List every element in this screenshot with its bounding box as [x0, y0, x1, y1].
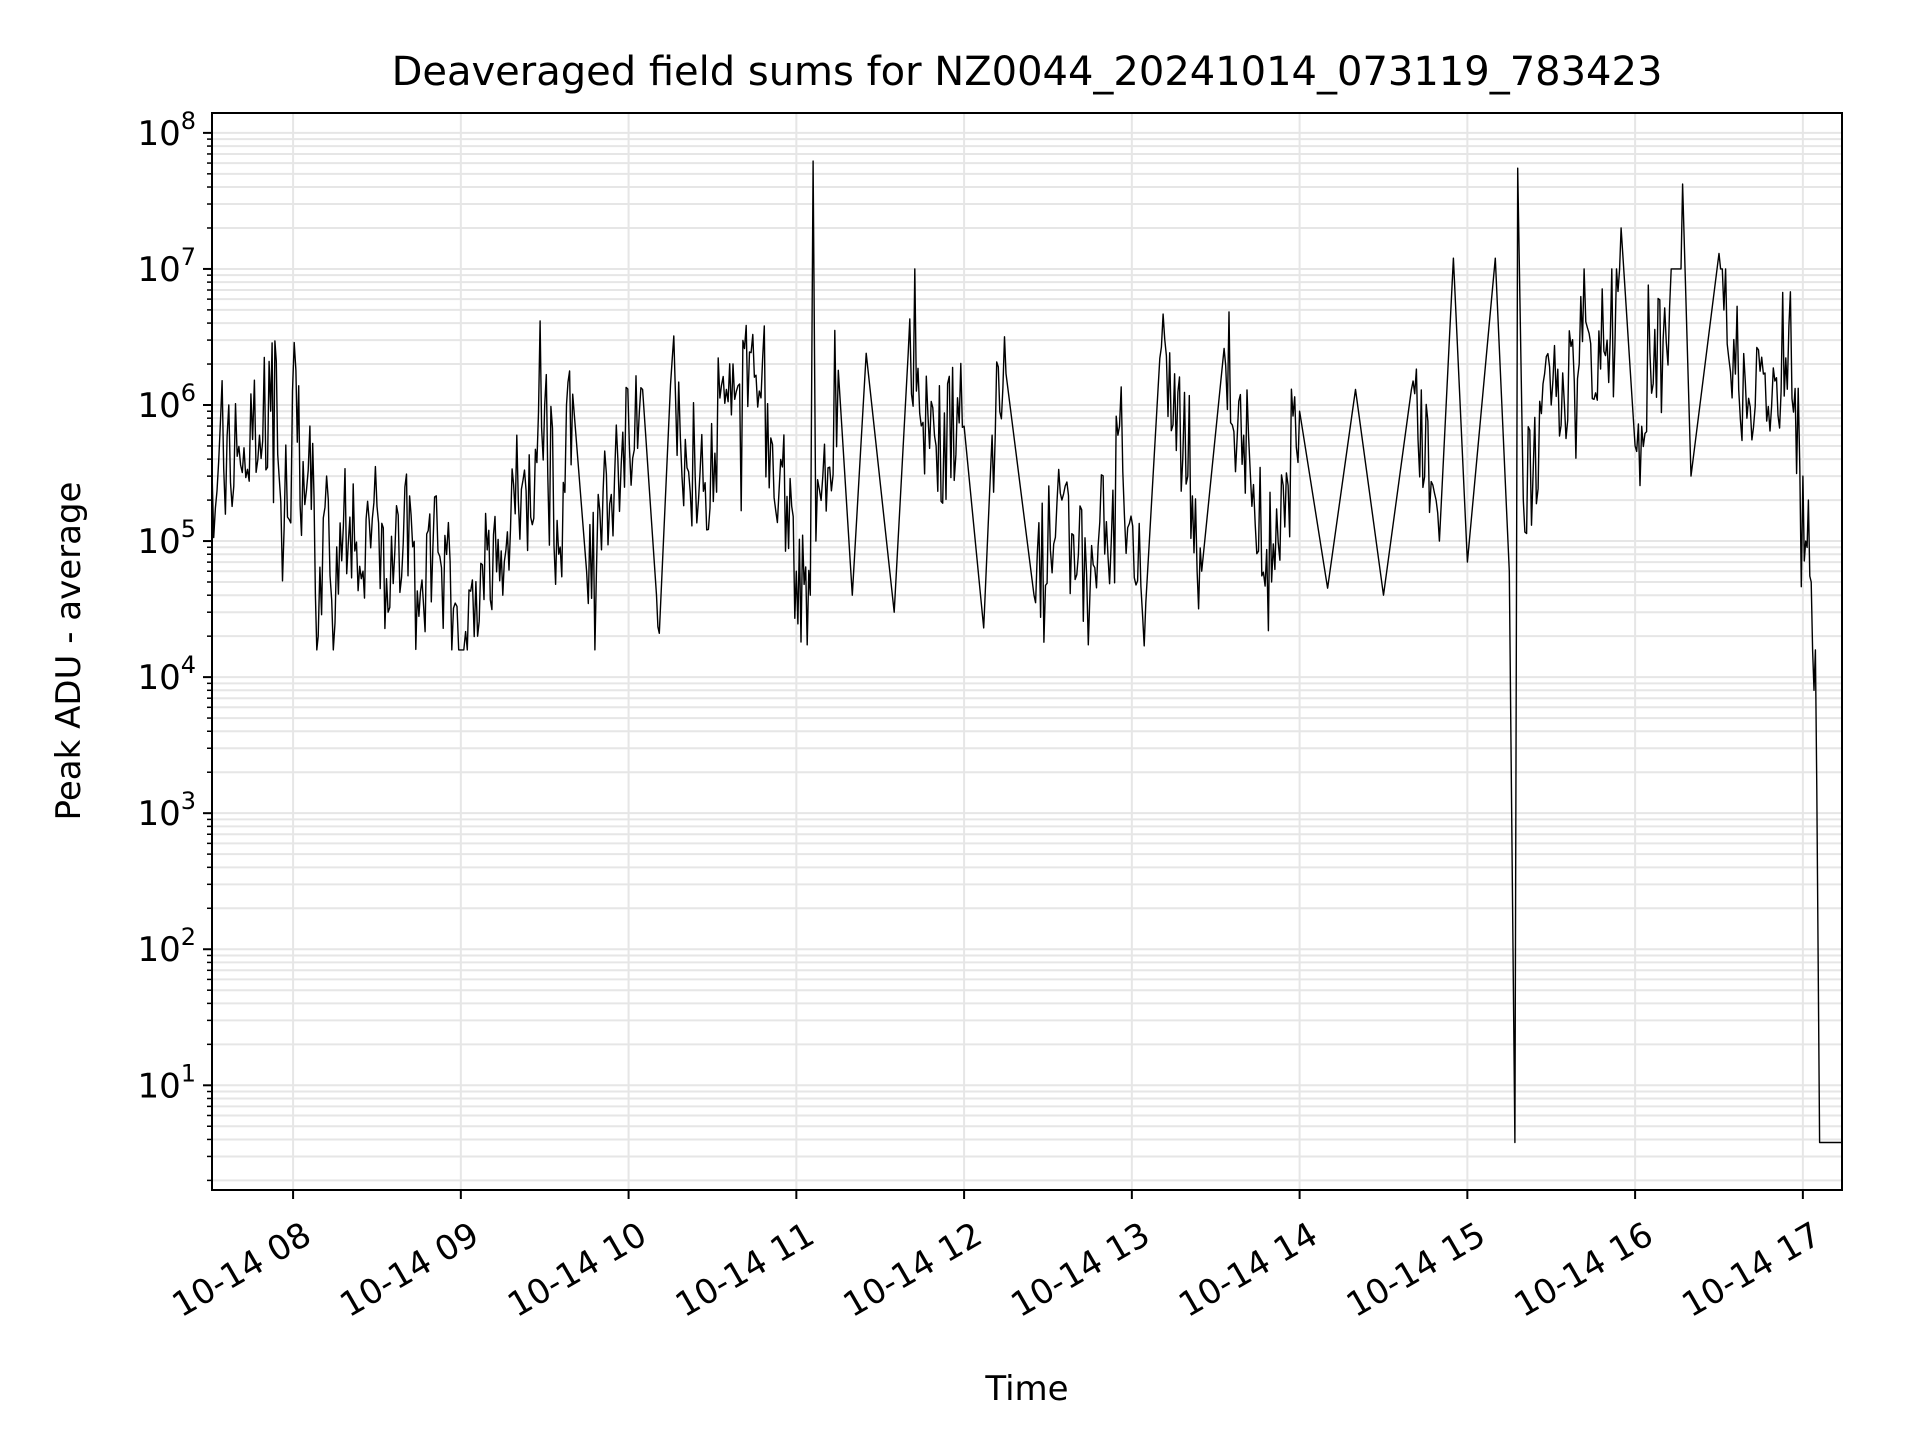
series-line — [211, 160, 1842, 1144]
y-tick-label: 101 — [137, 1059, 196, 1106]
chart-title: Deaveraged field sums for NZ0044_2024101… — [392, 49, 1663, 95]
y-tick-label: 102 — [137, 923, 196, 970]
series-layer — [211, 160, 1842, 1144]
y-tick-label: 103 — [137, 787, 196, 834]
x-axis-label: Time — [984, 1369, 1068, 1409]
y-tick-label: 105 — [137, 515, 196, 562]
y-tick-label: 106 — [137, 379, 196, 426]
plot-frame — [211, 112, 1843, 1191]
y-axis-label: Peak ADU - average — [49, 482, 89, 821]
grid — [212, 113, 1842, 1190]
y-tick-label: 107 — [137, 243, 196, 290]
y-tick-label: 108 — [137, 107, 196, 154]
y-tick-label: 104 — [137, 651, 196, 698]
